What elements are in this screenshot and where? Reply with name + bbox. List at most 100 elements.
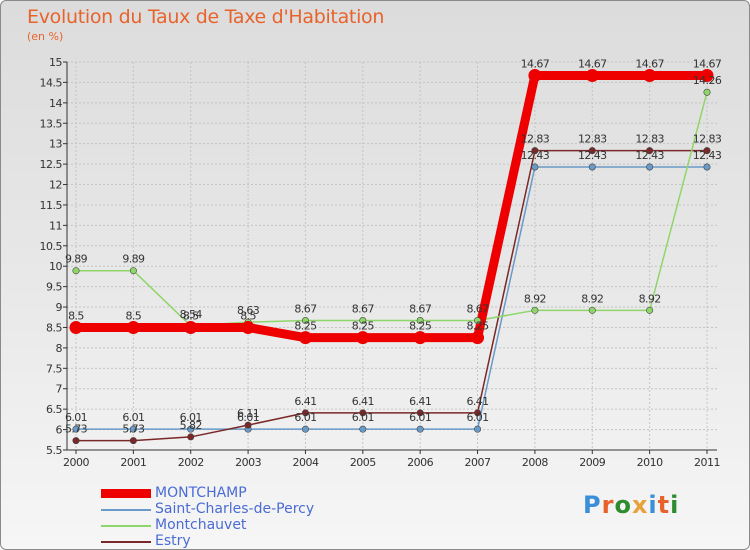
y-tick-label: 10.5 xyxy=(40,240,63,253)
legend-label-saint-charles-de-percy: Saint-Charles-de-Percy xyxy=(155,501,315,517)
y-tick-label: 11 xyxy=(49,219,62,232)
data-label-saint-charles-de-percy: 12.43 xyxy=(578,149,607,162)
point-estry xyxy=(703,147,711,155)
chart-title: Evolution du Taux de Taxe d'Habitation xyxy=(27,6,385,28)
data-label-montchauvet: 8.67 xyxy=(466,303,489,316)
point-montchauvet xyxy=(474,317,482,325)
y-tick-label: 13 xyxy=(49,138,62,151)
data-label-montchamp: 14.67 xyxy=(521,57,550,70)
data-label-saint-charles-de-percy: 6.01 xyxy=(180,411,202,424)
data-label-estry: 6.41 xyxy=(294,395,316,408)
plot-area xyxy=(67,62,717,450)
data-label-montchauvet: 8.67 xyxy=(352,303,375,316)
point-saint-charles-de-percy xyxy=(531,163,539,171)
proxiti-logo: Proxiti xyxy=(583,491,679,519)
data-label-montchamp: 14.67 xyxy=(578,57,607,70)
point-saint-charles-de-percy xyxy=(72,425,80,433)
y-tick-label: 14.5 xyxy=(40,76,63,89)
logo-letter: i xyxy=(648,491,658,519)
point-montchamp xyxy=(184,320,198,334)
y-tick-label: 7.5 xyxy=(46,362,62,375)
point-montchamp xyxy=(528,68,542,82)
data-label-montchamp: 14.67 xyxy=(635,57,664,70)
data-label-estry: 5.73 xyxy=(122,423,145,436)
legend-swatch-montchauvet xyxy=(101,525,151,527)
y-tick-label: 10 xyxy=(49,260,62,273)
data-label-montchauvet: 9.89 xyxy=(122,253,145,266)
x-tick-label: 2000 xyxy=(63,456,89,469)
data-label-saint-charles-de-percy: 6.01 xyxy=(352,411,374,424)
point-montchauvet xyxy=(359,317,367,325)
logo-letter: o xyxy=(614,491,632,519)
point-montchauvet xyxy=(72,267,80,275)
data-label-estry: 5.73 xyxy=(65,423,88,436)
point-estry xyxy=(588,147,596,155)
data-label-montchauvet: 8.67 xyxy=(409,303,432,316)
legend-label-estry: Estry xyxy=(155,533,191,549)
y-tick-label: 9 xyxy=(56,301,63,314)
y-tick-label: 6 xyxy=(56,424,63,437)
logo-letter: i xyxy=(670,491,680,519)
point-montchauvet xyxy=(531,306,539,314)
data-label-montchamp: 8.25 xyxy=(352,320,375,333)
data-label-saint-charles-de-percy: 6.01 xyxy=(65,411,87,424)
data-label-montchamp: 14.67 xyxy=(693,57,722,70)
y-tick-label: 12 xyxy=(49,179,62,192)
x-tick-label: 2011 xyxy=(694,456,720,469)
point-montchauvet xyxy=(129,267,137,275)
point-estry xyxy=(359,409,367,417)
point-montchamp xyxy=(298,331,312,345)
point-montchamp xyxy=(643,68,657,82)
y-tick-label: 5.5 xyxy=(46,444,62,457)
point-estry xyxy=(72,437,80,445)
data-label-saint-charles-de-percy: 6.01 xyxy=(409,411,431,424)
point-saint-charles-de-percy xyxy=(703,163,711,171)
x-tick-label: 2005 xyxy=(350,456,376,469)
y-tick-label: 8.5 xyxy=(46,321,62,334)
data-label-estry: 12.83 xyxy=(635,133,664,146)
y-tick-label: 13.5 xyxy=(40,117,63,130)
point-saint-charles-de-percy xyxy=(359,425,367,433)
y-tick-label: 15 xyxy=(49,56,62,69)
series-line-montchauvet xyxy=(75,91,708,327)
point-estry xyxy=(301,409,309,417)
legend-label-montchauvet: Montchauvet xyxy=(155,517,247,533)
legend-label-montchamp: MONTCHAMP xyxy=(155,485,247,501)
x-tick-label: 2006 xyxy=(407,456,433,469)
point-montchauvet xyxy=(588,306,596,314)
point-montchamp xyxy=(413,331,427,345)
data-label-estry: 6.11 xyxy=(237,407,259,420)
series-line-saint-charles-de-percy xyxy=(75,166,708,430)
legend-swatch-montchamp xyxy=(101,489,151,498)
point-estry xyxy=(244,421,252,429)
point-montchamp xyxy=(700,68,714,82)
legend-item-montchamp: MONTCHAMP xyxy=(101,485,361,501)
point-montchauvet xyxy=(703,88,711,96)
data-label-montchamp: 8.25 xyxy=(409,320,432,333)
data-label-montchauvet: 8.54 xyxy=(180,308,203,321)
logo-letter: t xyxy=(657,491,671,519)
data-label-estry: 6.41 xyxy=(409,395,431,408)
y-tick-label: 8 xyxy=(56,342,63,355)
y-tick-label: 9.5 xyxy=(46,281,62,294)
legend-item-estry: Estry xyxy=(101,533,361,549)
data-label-saint-charles-de-percy: 6.01 xyxy=(466,411,488,424)
x-tick-label: 2009 xyxy=(579,456,605,469)
y-tick-label: 14 xyxy=(49,97,62,110)
data-label-montchamp: 8.5 xyxy=(68,309,84,322)
x-tick-label: 2007 xyxy=(465,456,491,469)
data-label-estry: 12.83 xyxy=(521,133,550,146)
point-montchauvet xyxy=(301,317,309,325)
legend: MONTCHAMP Saint-Charles-de-Percy Montcha… xyxy=(101,485,361,549)
point-estry xyxy=(187,433,195,441)
legend-item-montchauvet: Montchauvet xyxy=(101,517,361,533)
point-saint-charles-de-percy xyxy=(646,163,654,171)
y-tick-label: 12.5 xyxy=(40,158,63,171)
data-label-estry: 6.41 xyxy=(352,395,374,408)
point-montchamp xyxy=(126,320,140,334)
point-montchamp xyxy=(471,331,485,345)
data-label-montchauvet: 8.63 xyxy=(237,304,260,317)
x-tick-label: 2010 xyxy=(637,456,663,469)
